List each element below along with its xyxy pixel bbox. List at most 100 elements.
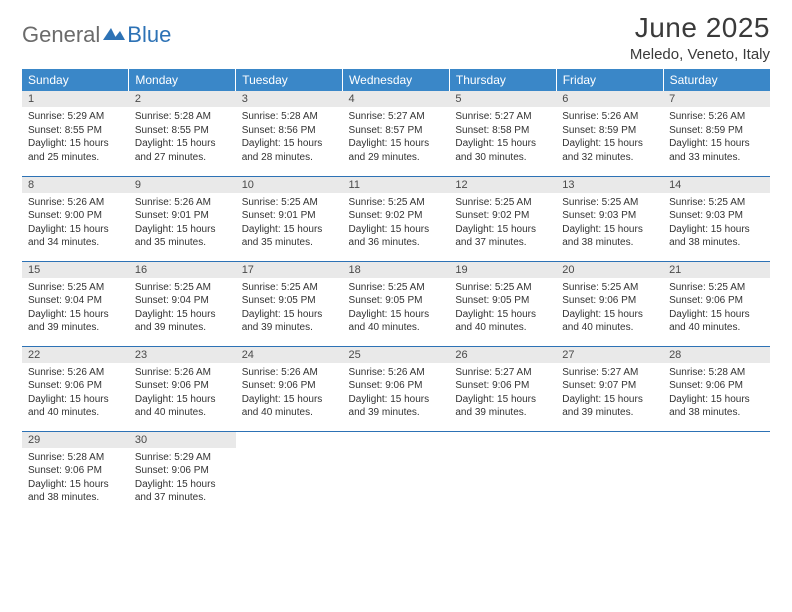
day-wrap: 13Sunrise: 5:25 AMSunset: 9:03 PMDayligh… [556,177,663,261]
calendar-cell: 3Sunrise: 5:28 AMSunset: 8:56 PMDaylight… [236,91,343,176]
day-wrap: 30Sunrise: 5:29 AMSunset: 9:06 PMDayligh… [129,432,236,517]
day-number: 15 [22,262,129,278]
day-wrap: 2Sunrise: 5:28 AMSunset: 8:55 PMDaylight… [129,91,236,176]
day-content: Sunrise: 5:26 AMSunset: 9:00 PMDaylight:… [22,193,129,254]
calendar-cell: 24Sunrise: 5:26 AMSunset: 9:06 PMDayligh… [236,346,343,431]
day-wrap: 8Sunrise: 5:26 AMSunset: 9:00 PMDaylight… [22,177,129,261]
logo-text-1: General [22,22,100,48]
day-content: Sunrise: 5:28 AMSunset: 8:56 PMDaylight:… [236,107,343,168]
day-content: Sunrise: 5:28 AMSunset: 9:06 PMDaylight:… [663,363,770,424]
weekday-header: Wednesday [343,69,450,91]
logo: General Blue [22,12,171,48]
calendar-cell: 5Sunrise: 5:27 AMSunset: 8:58 PMDaylight… [449,91,556,176]
day-wrap: 3Sunrise: 5:28 AMSunset: 8:56 PMDaylight… [236,91,343,176]
calendar-cell [556,431,663,516]
day-wrap: 14Sunrise: 5:25 AMSunset: 9:03 PMDayligh… [663,177,770,261]
calendar-cell: 4Sunrise: 5:27 AMSunset: 8:57 PMDaylight… [343,91,450,176]
calendar-cell: 22Sunrise: 5:26 AMSunset: 9:06 PMDayligh… [22,346,129,431]
day-number: 29 [22,432,129,448]
day-content: Sunrise: 5:25 AMSunset: 9:03 PMDaylight:… [556,193,663,254]
calendar-cell: 23Sunrise: 5:26 AMSunset: 9:06 PMDayligh… [129,346,236,431]
day-number: 25 [343,347,450,363]
calendar-row: 29Sunrise: 5:28 AMSunset: 9:06 PMDayligh… [22,431,770,516]
day-wrap: 28Sunrise: 5:28 AMSunset: 9:06 PMDayligh… [663,347,770,431]
day-wrap: 4Sunrise: 5:27 AMSunset: 8:57 PMDaylight… [343,91,450,176]
calendar-cell: 26Sunrise: 5:27 AMSunset: 9:06 PMDayligh… [449,346,556,431]
day-content: Sunrise: 5:25 AMSunset: 9:05 PMDaylight:… [236,278,343,339]
day-content: Sunrise: 5:29 AMSunset: 9:06 PMDaylight:… [129,448,236,509]
calendar-cell: 18Sunrise: 5:25 AMSunset: 9:05 PMDayligh… [343,261,450,346]
day-number: 7 [663,91,770,107]
calendar-cell: 27Sunrise: 5:27 AMSunset: 9:07 PMDayligh… [556,346,663,431]
day-number: 3 [236,91,343,107]
weekday-row: SundayMondayTuesdayWednesdayThursdayFrid… [22,69,770,91]
calendar-cell [449,431,556,516]
day-wrap: 23Sunrise: 5:26 AMSunset: 9:06 PMDayligh… [129,347,236,431]
day-number: 17 [236,262,343,278]
calendar-cell: 11Sunrise: 5:25 AMSunset: 9:02 PMDayligh… [343,176,450,261]
day-wrap: 26Sunrise: 5:27 AMSunset: 9:06 PMDayligh… [449,347,556,431]
title-block: June 2025 Meledo, Veneto, Italy [630,12,770,63]
page-title: June 2025 [630,12,770,44]
day-content: Sunrise: 5:29 AMSunset: 8:55 PMDaylight:… [22,107,129,168]
weekday-header: Monday [129,69,236,91]
day-wrap: 25Sunrise: 5:26 AMSunset: 9:06 PMDayligh… [343,347,450,431]
day-wrap: 15Sunrise: 5:25 AMSunset: 9:04 PMDayligh… [22,262,129,346]
day-wrap: 22Sunrise: 5:26 AMSunset: 9:06 PMDayligh… [22,347,129,431]
day-number: 18 [343,262,450,278]
calendar-cell: 17Sunrise: 5:25 AMSunset: 9:05 PMDayligh… [236,261,343,346]
day-number: 23 [129,347,236,363]
day-content: Sunrise: 5:28 AMSunset: 9:06 PMDaylight:… [22,448,129,509]
calendar-cell: 20Sunrise: 5:25 AMSunset: 9:06 PMDayligh… [556,261,663,346]
day-number: 27 [556,347,663,363]
day-content: Sunrise: 5:25 AMSunset: 9:02 PMDaylight:… [343,193,450,254]
day-wrap: 27Sunrise: 5:27 AMSunset: 9:07 PMDayligh… [556,347,663,431]
weekday-header: Tuesday [236,69,343,91]
header: General Blue June 2025 Meledo, Veneto, I… [22,12,770,63]
day-content: Sunrise: 5:27 AMSunset: 9:07 PMDaylight:… [556,363,663,424]
day-number: 24 [236,347,343,363]
weekday-header: Thursday [449,69,556,91]
calendar-row: 8Sunrise: 5:26 AMSunset: 9:00 PMDaylight… [22,176,770,261]
day-number: 19 [449,262,556,278]
calendar-cell: 29Sunrise: 5:28 AMSunset: 9:06 PMDayligh… [22,431,129,516]
calendar-row: 15Sunrise: 5:25 AMSunset: 9:04 PMDayligh… [22,261,770,346]
day-content: Sunrise: 5:25 AMSunset: 9:06 PMDaylight:… [556,278,663,339]
calendar-cell: 6Sunrise: 5:26 AMSunset: 8:59 PMDaylight… [556,91,663,176]
day-number: 28 [663,347,770,363]
day-number: 21 [663,262,770,278]
day-content: Sunrise: 5:26 AMSunset: 9:06 PMDaylight:… [129,363,236,424]
calendar-cell [663,431,770,516]
day-content: Sunrise: 5:25 AMSunset: 9:02 PMDaylight:… [449,193,556,254]
day-wrap: 16Sunrise: 5:25 AMSunset: 9:04 PMDayligh… [129,262,236,346]
day-number: 22 [22,347,129,363]
day-number: 10 [236,177,343,193]
day-number: 8 [22,177,129,193]
day-content: Sunrise: 5:25 AMSunset: 9:05 PMDaylight:… [449,278,556,339]
calendar-body: 1Sunrise: 5:29 AMSunset: 8:55 PMDaylight… [22,91,770,516]
day-content: Sunrise: 5:25 AMSunset: 9:04 PMDaylight:… [129,278,236,339]
day-wrap: 12Sunrise: 5:25 AMSunset: 9:02 PMDayligh… [449,177,556,261]
day-number: 2 [129,91,236,107]
calendar-cell [343,431,450,516]
day-content: Sunrise: 5:26 AMSunset: 9:06 PMDaylight:… [343,363,450,424]
day-content: Sunrise: 5:25 AMSunset: 9:04 PMDaylight:… [22,278,129,339]
day-wrap: 21Sunrise: 5:25 AMSunset: 9:06 PMDayligh… [663,262,770,346]
day-content: Sunrise: 5:26 AMSunset: 8:59 PMDaylight:… [663,107,770,168]
day-number: 1 [22,91,129,107]
calendar-cell: 12Sunrise: 5:25 AMSunset: 9:02 PMDayligh… [449,176,556,261]
day-number: 6 [556,91,663,107]
weekday-header: Saturday [663,69,770,91]
day-wrap: 18Sunrise: 5:25 AMSunset: 9:05 PMDayligh… [343,262,450,346]
day-number: 30 [129,432,236,448]
day-number: 13 [556,177,663,193]
calendar-row: 22Sunrise: 5:26 AMSunset: 9:06 PMDayligh… [22,346,770,431]
calendar-cell: 19Sunrise: 5:25 AMSunset: 9:05 PMDayligh… [449,261,556,346]
day-content: Sunrise: 5:26 AMSunset: 8:59 PMDaylight:… [556,107,663,168]
day-wrap: 20Sunrise: 5:25 AMSunset: 9:06 PMDayligh… [556,262,663,346]
day-content: Sunrise: 5:28 AMSunset: 8:55 PMDaylight:… [129,107,236,168]
calendar-page: General Blue June 2025 Meledo, Veneto, I… [0,0,792,516]
calendar-cell: 9Sunrise: 5:26 AMSunset: 9:01 PMDaylight… [129,176,236,261]
day-wrap: 7Sunrise: 5:26 AMSunset: 8:59 PMDaylight… [663,91,770,176]
day-wrap: 24Sunrise: 5:26 AMSunset: 9:06 PMDayligh… [236,347,343,431]
